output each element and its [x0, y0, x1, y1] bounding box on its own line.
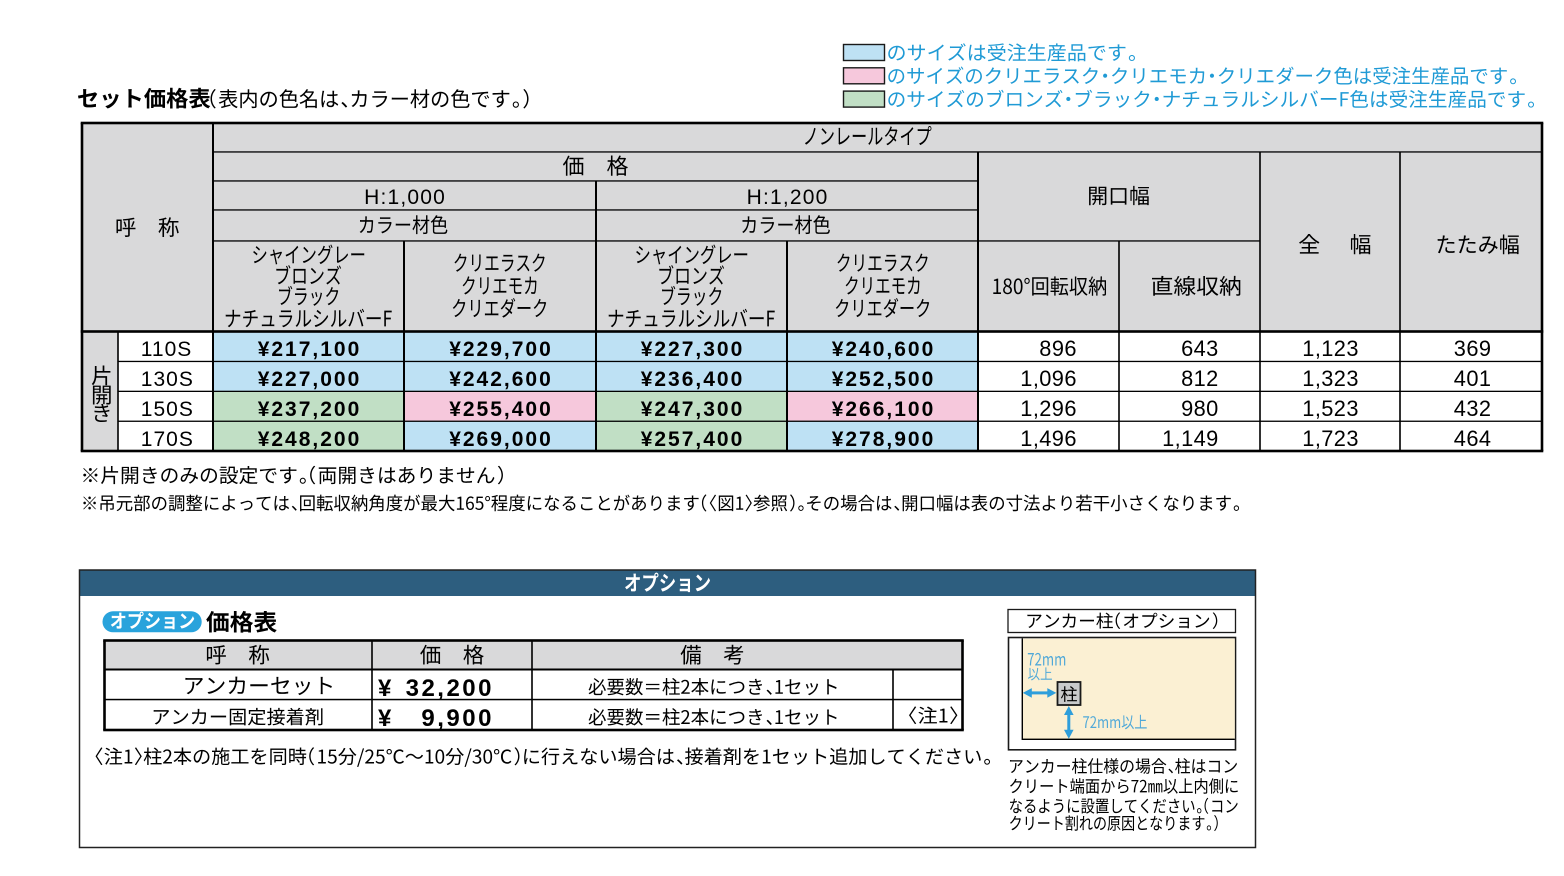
svg-text:¥255,400: ¥255,400 — [449, 398, 553, 421]
svg-text:1,723: 1,723 — [1302, 426, 1359, 451]
svg-text:¥227,000: ¥227,000 — [258, 368, 362, 391]
svg-text:643: 643 — [1181, 336, 1219, 361]
svg-text:896: 896 — [1039, 336, 1077, 361]
svg-text:32,200: 32,200 — [406, 675, 494, 702]
svg-text:¥278,900: ¥278,900 — [832, 428, 936, 451]
svg-text:110S: 110S — [141, 338, 193, 361]
svg-text:H:1,200: H:1,200 — [747, 186, 829, 209]
svg-text:¥: ¥ — [378, 675, 392, 702]
svg-text:¥257,400: ¥257,400 — [641, 428, 745, 451]
svg-text:812: 812 — [1181, 366, 1219, 391]
svg-text:432: 432 — [1454, 396, 1492, 421]
svg-text:¥237,200: ¥237,200 — [258, 398, 362, 421]
svg-text:369: 369 — [1454, 336, 1492, 361]
svg-text:¥269,000: ¥269,000 — [449, 428, 553, 451]
svg-text:¥248,200: ¥248,200 — [258, 428, 362, 451]
svg-text:1,523: 1,523 — [1302, 396, 1359, 421]
svg-text:170S: 170S — [141, 428, 194, 451]
svg-text:1,323: 1,323 — [1302, 366, 1359, 391]
svg-text:¥229,700: ¥229,700 — [449, 338, 553, 361]
svg-text:¥: ¥ — [378, 705, 392, 732]
svg-text:¥236,400: ¥236,400 — [641, 368, 745, 391]
svg-text:150S: 150S — [141, 398, 194, 421]
svg-text:1,123: 1,123 — [1302, 336, 1359, 361]
svg-text:H:1,000: H:1,000 — [364, 186, 446, 209]
svg-text:1,149: 1,149 — [1162, 426, 1219, 451]
svg-text:¥240,600: ¥240,600 — [832, 338, 936, 361]
svg-text:¥247,300: ¥247,300 — [641, 398, 745, 421]
svg-text:401: 401 — [1454, 366, 1492, 391]
svg-text:130S: 130S — [141, 368, 194, 391]
svg-text:¥252,500: ¥252,500 — [832, 368, 936, 391]
svg-text:9,900: 9,900 — [421, 705, 494, 732]
svg-text:1,096: 1,096 — [1020, 366, 1077, 391]
svg-text:1,496: 1,496 — [1020, 426, 1077, 451]
svg-text:980: 980 — [1181, 396, 1219, 421]
svg-text:1,296: 1,296 — [1020, 396, 1077, 421]
svg-text:¥242,600: ¥242,600 — [449, 368, 553, 391]
svg-text:¥266,100: ¥266,100 — [832, 398, 936, 421]
svg-text:464: 464 — [1454, 426, 1492, 451]
svg-text:¥227,300: ¥227,300 — [641, 338, 745, 361]
svg-text:¥217,100: ¥217,100 — [258, 338, 362, 361]
